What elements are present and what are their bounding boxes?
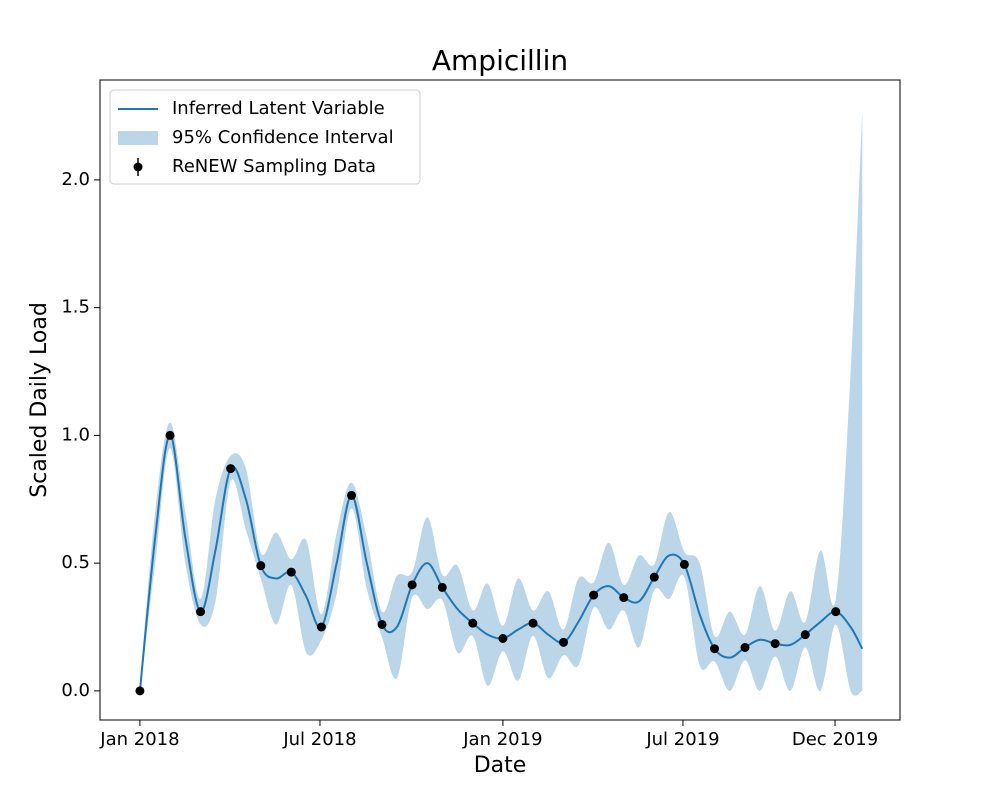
legend-label: 95% Confidence Interval (172, 127, 394, 148)
sample-point (619, 593, 629, 603)
legend-label: ReNEW Sampling Data (172, 156, 376, 177)
x-tick-label: Jul 2018 (282, 729, 356, 750)
legend-patch (118, 131, 158, 145)
y-tick-label: 1.5 (61, 297, 90, 318)
latent-line (138, 434, 864, 691)
y-tick-label: 0.0 (61, 680, 90, 701)
plot-area (135, 110, 864, 696)
sample-point (407, 580, 417, 590)
sample-point (559, 637, 569, 647)
sample-point (710, 644, 720, 654)
x-axis-label: Date (474, 753, 527, 778)
sample-point (316, 622, 326, 632)
sample-point (528, 618, 538, 628)
sample-point (589, 590, 599, 600)
sample-point (468, 618, 478, 628)
legend: Inferred Latent Variable 95% Confidence I… (109, 89, 421, 185)
sample-point (831, 607, 841, 617)
sample-point (770, 639, 780, 649)
plot-frame (99, 79, 901, 721)
sample-point (286, 567, 296, 577)
x-tick-label: Jan 2018 (99, 729, 179, 750)
y-tick-label: 2.0 (61, 169, 90, 190)
sample-point (377, 619, 387, 629)
sample-point (347, 490, 357, 500)
sample-point (437, 582, 447, 592)
y-tick-label: 0.5 (61, 552, 90, 573)
sample-point (135, 686, 145, 696)
sample-point (165, 430, 175, 440)
sample-point (679, 559, 689, 569)
legend-box (109, 89, 421, 185)
confidence-band (139, 110, 863, 696)
y-axis-label: Scaled Daily Load (27, 302, 52, 498)
sample-point (256, 561, 266, 571)
sample-point (196, 607, 206, 617)
x-tick-label: Jul 2019 (645, 729, 719, 750)
x-tick-label: Dec 2019 (792, 729, 878, 750)
sample-point (498, 633, 508, 643)
chart-title: Ampicillin (432, 44, 568, 77)
legend-marker (133, 162, 143, 172)
sample-point (800, 630, 810, 640)
legend-label: Inferred Latent Variable (172, 98, 385, 119)
sample-point (649, 572, 659, 582)
sample-point (740, 642, 750, 652)
sample-point (226, 464, 236, 474)
y-tick-label: 1.0 (61, 424, 90, 445)
x-tick-label: Jan 2019 (462, 729, 542, 750)
